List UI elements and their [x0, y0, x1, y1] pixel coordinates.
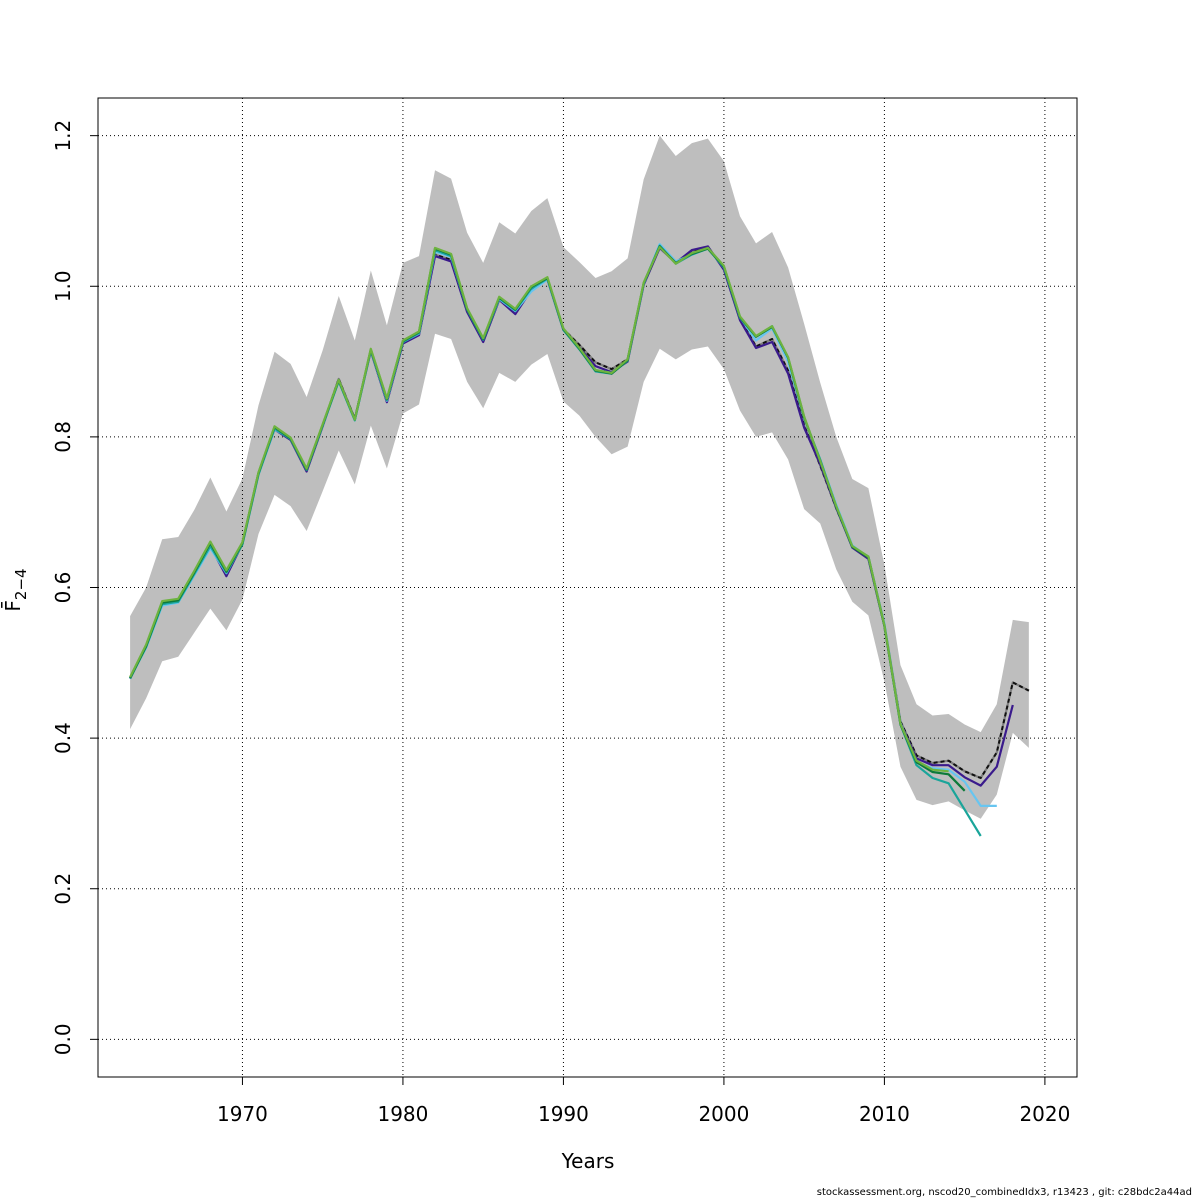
y-axis-title-main: F̄ [0, 600, 25, 612]
x-tick-label: 2010 [859, 1102, 910, 1126]
x-axis-title: Years [561, 1149, 615, 1173]
x-tick-label: 1970 [217, 1102, 268, 1126]
confidence-band [130, 135, 1029, 819]
y-tick-label: 0.8 [51, 421, 75, 453]
y-axis: 0.0 0.2 0.4 0.6 0.8 1.0 1.2 [51, 120, 98, 1055]
x-tick-label: 2020 [1019, 1102, 1070, 1126]
series-line-6 [129, 246, 949, 773]
footer-credit: stockassessment.org, nscod20_combinedIdx… [816, 1187, 1192, 1198]
x-axis: 1970 1980 1990 2000 2010 2020 [217, 1077, 1070, 1126]
x-tick-label: 1990 [538, 1102, 589, 1126]
y-tick-label: 1.2 [51, 120, 75, 152]
y-tick-label: 0.6 [51, 572, 75, 604]
y-tick-label: 0.0 [51, 1023, 75, 1055]
x-tick-label: 1980 [377, 1102, 428, 1126]
series-lines [129, 243, 1030, 837]
y-tick-label: 0.4 [51, 722, 75, 754]
x-tick-label: 2000 [698, 1102, 749, 1126]
y-tick-label: 1.0 [51, 270, 75, 302]
y-tick-label: 0.2 [51, 873, 75, 905]
confidence-band-area [130, 135, 1029, 819]
y-axis-title-subscript: 2−4 [12, 568, 30, 600]
y-axis-title-group: F̄2−4 [0, 568, 30, 611]
y-axis-title: F̄2−4 [0, 568, 30, 611]
